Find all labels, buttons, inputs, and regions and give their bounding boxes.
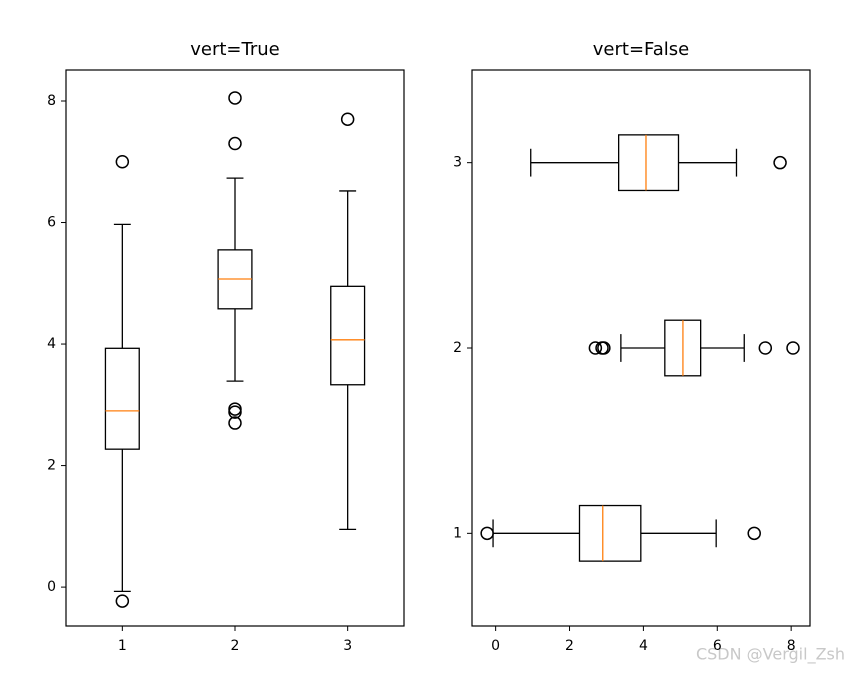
x-tick-label: 0 [491, 638, 500, 654]
flier [773, 155, 787, 170]
flier [786, 341, 800, 355]
axes-frame [65, 69, 405, 627]
y-tick-label: 3 [453, 155, 462, 171]
flier [747, 526, 761, 541]
x-tick-label: 1 [118, 638, 127, 654]
x-tick-label: 6 [713, 638, 722, 654]
x-tick-label: 2 [231, 638, 240, 654]
box [578, 504, 642, 562]
y-tick-label: 2 [453, 340, 462, 356]
box [618, 134, 680, 192]
flier [228, 405, 242, 419]
box [330, 285, 366, 386]
y-tick-label: 2 [47, 458, 56, 474]
flier [228, 91, 242, 105]
axes-frame [471, 69, 811, 627]
chart-title: vert=True [190, 39, 280, 60]
flier [480, 526, 494, 541]
x-tick-label: 4 [639, 638, 648, 654]
watermark: CSDN @Vergil_Zsh [696, 645, 845, 665]
flier [595, 341, 609, 355]
flier [115, 155, 130, 169]
flier [115, 594, 130, 608]
box [104, 347, 140, 450]
y-tick-label: 4 [47, 336, 56, 352]
flier [758, 341, 773, 355]
x-tick-label: 8 [787, 638, 796, 654]
y-tick-label: 6 [47, 215, 56, 231]
flier [588, 341, 603, 355]
flier [228, 416, 242, 430]
x-tick-label: 2 [565, 638, 574, 654]
y-tick-label: 1 [453, 525, 462, 541]
flier [228, 136, 242, 151]
flier [340, 112, 355, 126]
y-tick-label: 0 [47, 579, 56, 595]
chart-title: vert=False [593, 39, 689, 60]
y-tick-label: 8 [47, 93, 56, 109]
x-tick-label: 3 [343, 638, 352, 654]
